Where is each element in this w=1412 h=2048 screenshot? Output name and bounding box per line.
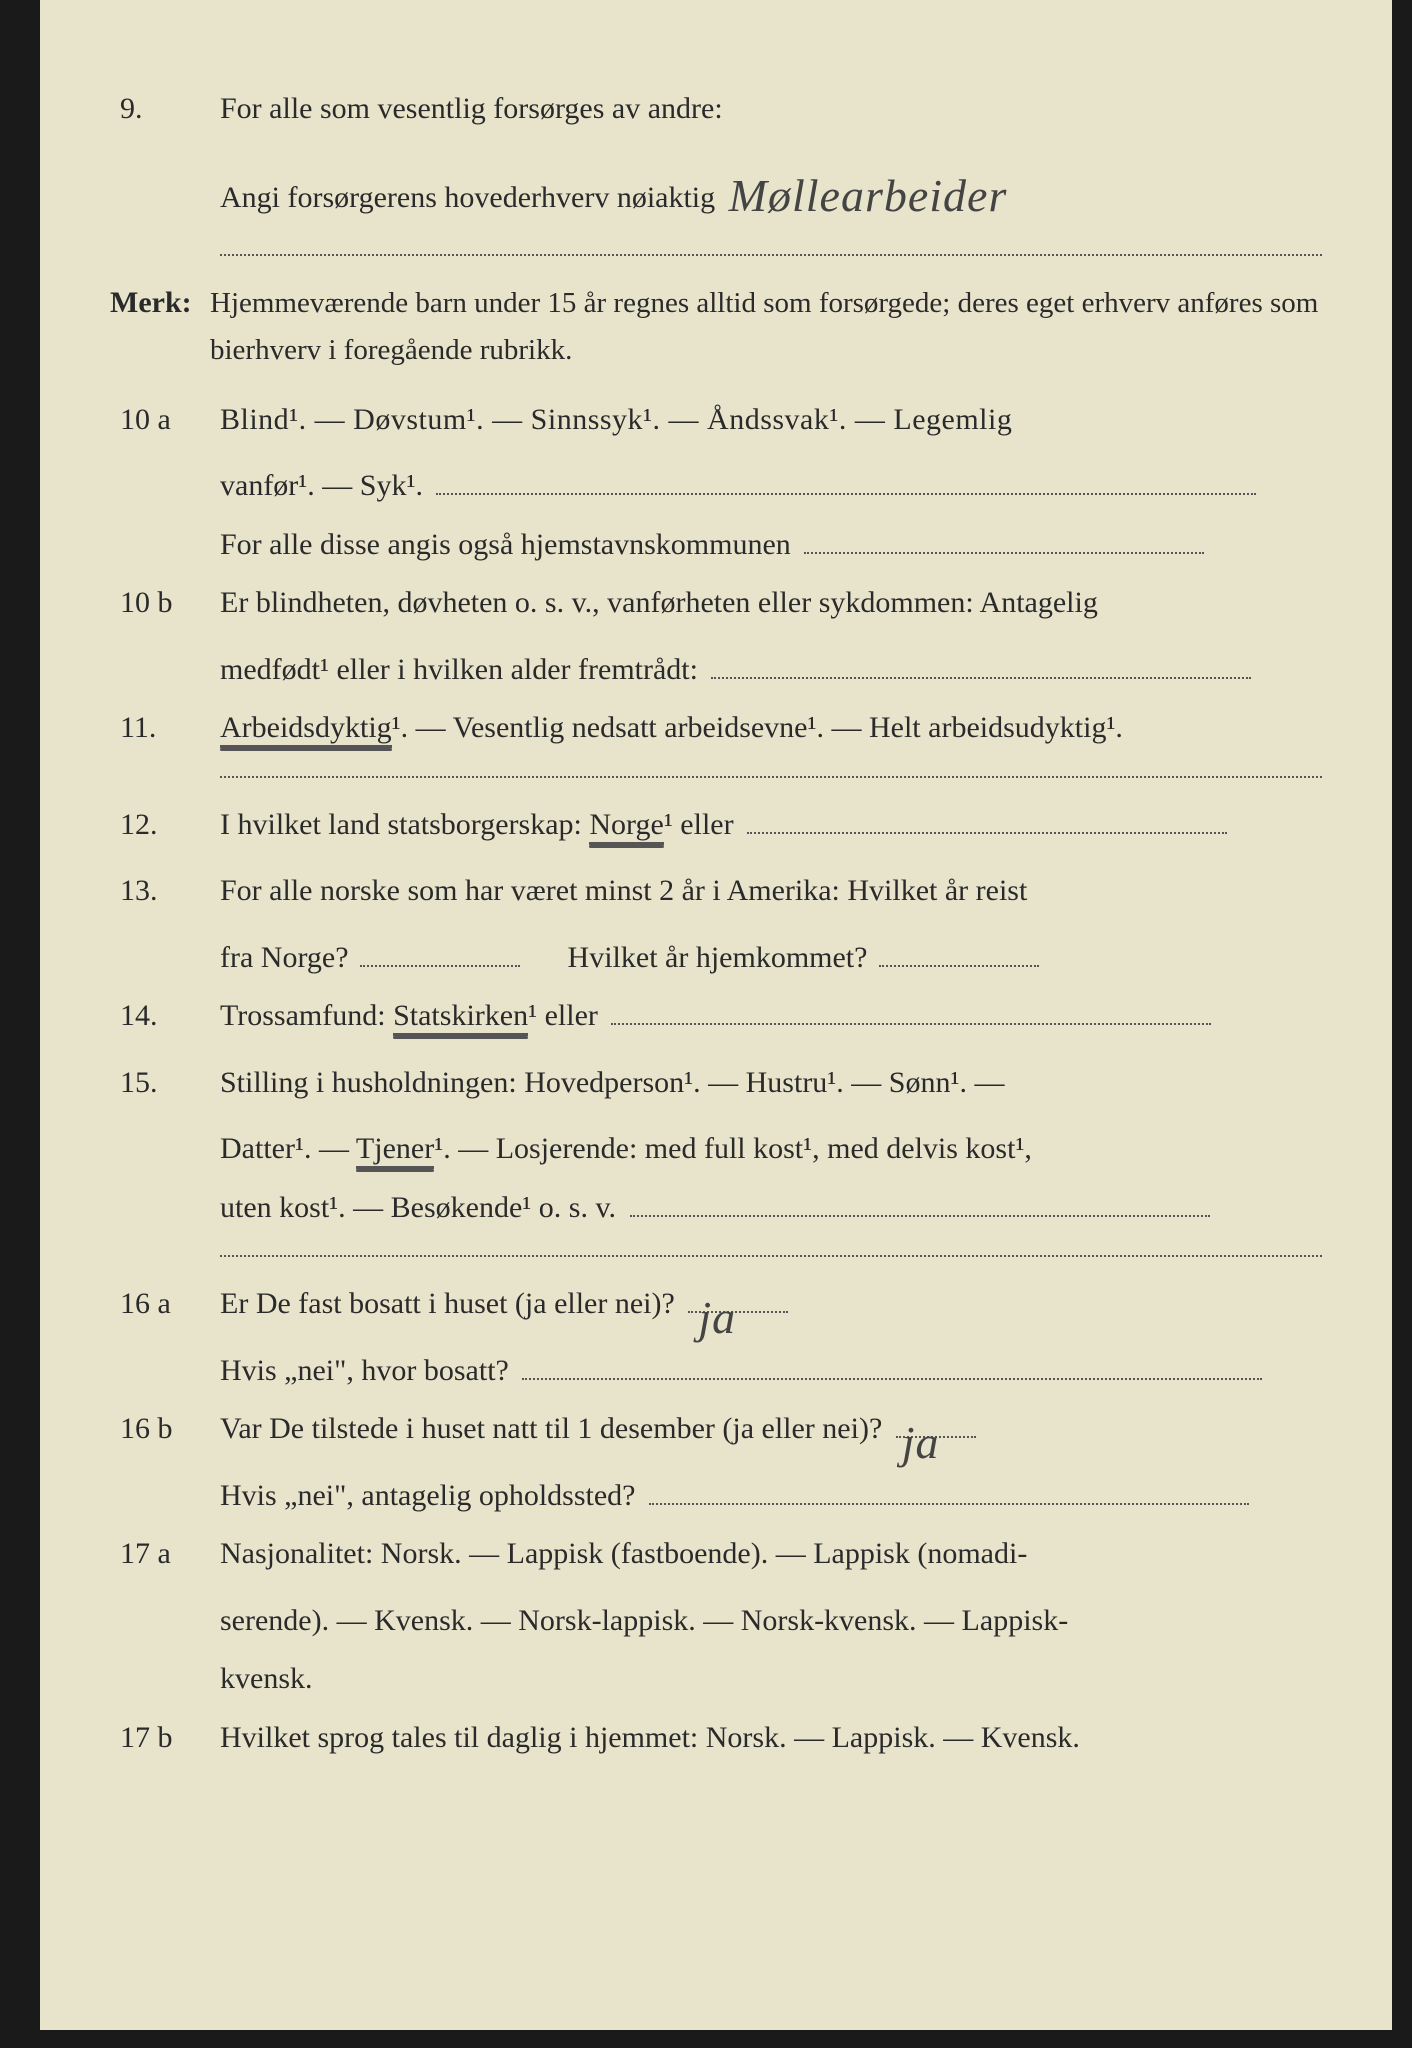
divider [220,254,1322,256]
q16a-number: 16 a [110,1275,220,1334]
q14-number: 14. [110,987,220,1046]
q14-suffix: ¹ eller [528,999,598,1032]
q11-rest: ¹. — Vesentlig nedsatt arbeidsevne¹. — H… [392,711,1123,744]
q10b-number: 10 b [110,574,220,633]
question-10a: 10 a Blind¹. — Døvstum¹. — Sinnssyk¹. — … [110,391,1322,450]
q12-number: 12. [110,796,220,855]
q14-selected-statskirken: Statskirken [393,999,528,1036]
q16b-line2: Hvis „nei", antagelig opholdssted? [220,1467,1322,1526]
q12-content: I hvilket land statsborgerskap: Norge¹ e… [220,796,1322,855]
q13-number: 13. [110,862,220,921]
q15-number: 15. [110,1054,220,1113]
q15-selected-tjener: Tjener [356,1132,434,1169]
q10b-line2: medfødt¹ eller i hvilken alder fremtrådt… [220,641,1322,700]
q16b-number: 16 b [110,1400,220,1459]
q16b-content: Var De tilstede i huset natt til 1 desem… [220,1400,1322,1459]
q16a-line2-text: Hvis „nei", hvor bosatt? [220,1354,509,1387]
q17a-line2: serende). — Kvensk. — Norsk-lappisk. — N… [220,1592,1322,1651]
q10b-line2-text: medfødt¹ eller i hvilken alder fremtrådt… [220,653,698,686]
q12-selected-norge: Norge [589,808,663,845]
question-10b: 10 b Er blindheten, døvheten o. s. v., v… [110,574,1322,633]
q9-handwritten-answer: Møllearbeider [729,170,1008,221]
fill-line [611,1023,1211,1025]
question-16b: 16 b Var De tilstede i huset natt til 1 … [110,1400,1322,1459]
q10a-line3: For alle disse angis også hjemstavnskomm… [220,516,1322,575]
divider [220,1255,1322,1257]
q15-line2: Datter¹. — Tjener¹. — Losjerende: med fu… [220,1120,1322,1179]
question-11: 11. Arbeidsdyktig¹. — Vesentlig nedsatt … [110,699,1322,758]
q16b-line2-text: Hvis „nei", antagelig opholdssted? [220,1479,636,1512]
fill-line [522,1378,1262,1380]
question-13: 13. For alle norske som har været minst … [110,862,1322,921]
question-15: 15. Stilling i husholdningen: Hovedperso… [110,1054,1322,1113]
q10a-options-line2: vanfør¹. — Syk¹. [220,457,1322,516]
q17a-line3: kvensk. [220,1650,1322,1709]
q17b-text: Hvilket sprog tales til daglig i hjemmet… [220,1709,1322,1768]
q13-hjemkommet: Hvilket år hjemkommet? [568,941,868,974]
q9-line2: Angi forsørgerens hovederhverv nøiaktig … [220,147,1322,237]
q13-line2: fra Norge? Hvilket år hjemkommet? [220,929,1322,988]
q17a-line1: Nasjonalitet: Norsk. — Lappisk (fastboen… [220,1525,1322,1584]
fill-line [711,677,1251,679]
q10a-options-line1: Blind¹. — Døvstum¹. — Sinnssyk¹. — Åndss… [220,391,1322,450]
q11-selected-arbeidsdyktig: Arbeidsdyktig [220,711,392,748]
q11-number: 11. [110,699,220,758]
divider [220,776,1322,778]
q10a-opts2-text: vanfør¹. — Syk¹. [220,469,423,502]
question-16a: 16 a Er De fast bosatt i huset (ja eller… [110,1275,1322,1334]
q17a-number: 17 a [110,1525,220,1584]
fill-line [436,493,1256,495]
q16a-line2: Hvis „nei", hvor bosatt? [220,1342,1322,1401]
q9-prefix: Angi forsørgerens hovederhverv nøiaktig [220,181,715,214]
q14-prefix: Trossamfund: [220,999,393,1032]
fill-line [360,965,520,967]
merk-label: Merk: [110,274,210,333]
fill-line [804,552,1204,554]
q11-content: Arbeidsdyktig¹. — Vesentlig nedsatt arbe… [220,699,1322,758]
q9-number: 9. [110,80,220,139]
q15-line2b: ¹. — Losjerende: med full kost¹, med del… [434,1132,1032,1165]
q12-prefix: I hvilket land statsborgerskap: [220,808,589,841]
q13-fra-norge: fra Norge? [220,941,349,974]
merk-text: Hjemmeværende barn under 15 år regnes al… [210,280,1322,373]
question-17a: 17 a Nasjonalitet: Norsk. — Lappisk (fas… [110,1525,1322,1584]
q16b-question: Var De tilstede i huset natt til 1 desem… [220,1412,882,1445]
question-14: 14. Trossamfund: Statskirken¹ eller [110,987,1322,1046]
q15-line3-text: uten kost¹. — Besøkende¹ o. s. v. [220,1191,616,1224]
q16a-handwritten-answer: ja [698,1273,736,1363]
q10b-line1: Er blindheten, døvheten o. s. v., vanfør… [220,574,1322,633]
fill-line [879,965,1039,967]
question-9: 9. For alle som vesentlig forsørges av a… [110,80,1322,139]
q16a-content: Er De fast bosatt i huset (ja eller nei)… [220,1275,1322,1334]
fill-line [649,1503,1249,1505]
question-12: 12. I hvilket land statsborgerskap: Norg… [110,796,1322,855]
q10a-line3-text: For alle disse angis også hjemstavnskomm… [220,528,791,561]
fill-line: ja [688,1311,788,1313]
merk-note: Merk: Hjemmeværende barn under 15 år reg… [110,274,1322,373]
q13-line1: For alle norske som har været minst 2 år… [220,862,1322,921]
fill-line [630,1215,1210,1217]
question-17b: 17 b Hvilket sprog tales til daglig i hj… [110,1709,1322,1768]
q15-line2a: Datter¹. — [220,1132,356,1165]
q16b-handwritten-answer: ja [902,1398,940,1488]
q15-line3: uten kost¹. — Besøkende¹ o. s. v. [220,1179,1322,1238]
q9-line1: For alle som vesentlig forsørges av andr… [220,80,1322,139]
fill-line: ja [896,1436,976,1438]
fill-line [747,832,1227,834]
q10a-number: 10 a [110,391,220,450]
q14-content: Trossamfund: Statskirken¹ eller [220,987,1322,1046]
document-page: 9. For alle som vesentlig forsørges av a… [40,0,1392,2030]
q17b-number: 17 b [110,1709,220,1768]
q16a-question: Er De fast bosatt i huset (ja eller nei)… [220,1287,675,1320]
q12-suffix: ¹ eller [664,808,734,841]
q15-line1: Stilling i husholdningen: Hovedperson¹. … [220,1054,1322,1113]
